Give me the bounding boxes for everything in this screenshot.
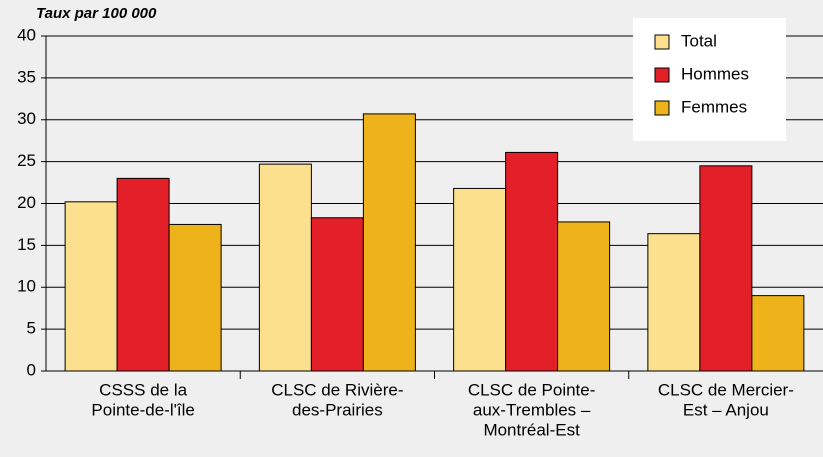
x-tick-label: CLSC de Mercier- bbox=[658, 380, 794, 399]
y-tick-label: 25 bbox=[17, 151, 36, 170]
bar bbox=[699, 165, 753, 372]
x-tick-label: CLSC de Pointe- bbox=[468, 380, 596, 399]
legend-label: Hommes bbox=[681, 64, 749, 83]
legend-label: Total bbox=[681, 31, 717, 50]
bar bbox=[505, 151, 559, 372]
bar bbox=[362, 113, 416, 372]
x-tick-label: CLSC de Rivière- bbox=[271, 380, 403, 399]
y-tick-label: 40 bbox=[17, 25, 36, 44]
bar bbox=[751, 295, 805, 372]
x-tick-label: Montréal-Est bbox=[483, 420, 580, 439]
legend-swatch bbox=[654, 67, 670, 83]
legend-swatch bbox=[654, 34, 670, 50]
y-axis-label: Taux par 100 000 bbox=[36, 5, 157, 22]
bar bbox=[557, 221, 611, 372]
bar bbox=[64, 201, 118, 372]
bar bbox=[647, 233, 701, 372]
y-tick-label: 15 bbox=[17, 235, 36, 254]
bar bbox=[310, 217, 364, 372]
y-tick-label: 0 bbox=[27, 360, 36, 379]
bar bbox=[453, 187, 507, 372]
y-tick-label: 20 bbox=[17, 193, 36, 212]
x-tick-label: Est – Anjou bbox=[683, 400, 769, 419]
y-tick-label: 30 bbox=[17, 109, 36, 128]
bar bbox=[258, 163, 312, 372]
bar bbox=[168, 223, 222, 372]
y-tick-label: 10 bbox=[17, 277, 36, 296]
x-tick-label: Pointe-de-l'île bbox=[91, 400, 194, 419]
bar bbox=[116, 177, 170, 372]
legend-label: Femmes bbox=[681, 97, 747, 116]
x-tick-label: CSSS de la bbox=[99, 380, 187, 399]
x-tick-label: des-Prairies bbox=[292, 400, 383, 419]
x-tick-label: aux-Trembles – bbox=[473, 400, 591, 419]
y-tick-label: 5 bbox=[27, 319, 36, 338]
y-tick-label: 35 bbox=[17, 67, 36, 86]
legend-swatch bbox=[654, 100, 670, 116]
